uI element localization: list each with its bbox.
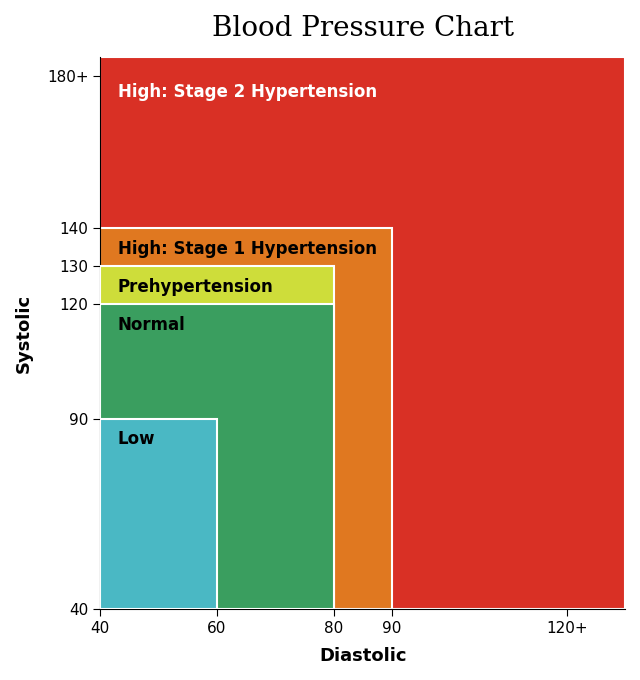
Text: Normal: Normal bbox=[118, 316, 186, 334]
Y-axis label: Systolic: Systolic bbox=[15, 293, 33, 373]
Polygon shape bbox=[100, 419, 217, 609]
Polygon shape bbox=[100, 228, 392, 609]
Polygon shape bbox=[100, 57, 625, 609]
Polygon shape bbox=[100, 305, 333, 609]
Text: Low: Low bbox=[118, 430, 156, 448]
Polygon shape bbox=[100, 267, 333, 609]
X-axis label: Diastolic: Diastolic bbox=[319, 647, 406, 665]
Text: High: Stage 2 Hypertension: High: Stage 2 Hypertension bbox=[118, 84, 377, 101]
Text: Prehypertension: Prehypertension bbox=[118, 277, 273, 296]
Text: High: Stage 1 Hypertension: High: Stage 1 Hypertension bbox=[118, 239, 377, 258]
Title: Blood Pressure Chart: Blood Pressure Chart bbox=[212, 15, 514, 42]
